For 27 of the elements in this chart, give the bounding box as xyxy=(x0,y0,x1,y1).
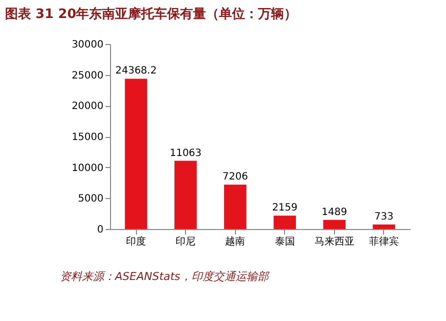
y-tick-label: 10000 xyxy=(72,162,104,174)
bar xyxy=(124,78,148,229)
bar xyxy=(224,184,246,229)
x-tick-label: 印尼 xyxy=(176,236,196,248)
data-label: 11063 xyxy=(170,148,202,159)
y-tick-label: 5000 xyxy=(78,194,104,205)
data-label: 2159 xyxy=(272,202,298,214)
y-tick-label: 20000 xyxy=(72,101,104,112)
y-tick-label: 0 xyxy=(97,224,104,236)
data-label: 24368.2 xyxy=(115,66,157,77)
data-label: 7206 xyxy=(222,172,248,183)
x-tick-label: 马来西亚 xyxy=(314,236,354,248)
x-tick-label: 印度 xyxy=(126,236,146,248)
bar xyxy=(372,224,396,229)
x-tick-label: 越南 xyxy=(225,236,246,248)
x-tick-label: 泰国 xyxy=(274,236,295,248)
bar xyxy=(323,220,346,229)
data-label: 1489 xyxy=(322,206,348,218)
bar xyxy=(174,160,197,229)
y-tick-label: 15000 xyxy=(72,132,104,143)
text: 资料来源：ASEANStats，印度交通运输部 xyxy=(60,270,270,283)
bar xyxy=(274,216,296,229)
chart-title: 图表 31 20年东南亚摩托车保有量（单位：万辆） xyxy=(5,6,298,22)
y-tick-label: 30000 xyxy=(72,40,104,50)
data-label: 733 xyxy=(374,211,394,222)
x-tick-label: 菲律宾 xyxy=(368,236,399,248)
y-tick-label: 25000 xyxy=(72,70,104,82)
